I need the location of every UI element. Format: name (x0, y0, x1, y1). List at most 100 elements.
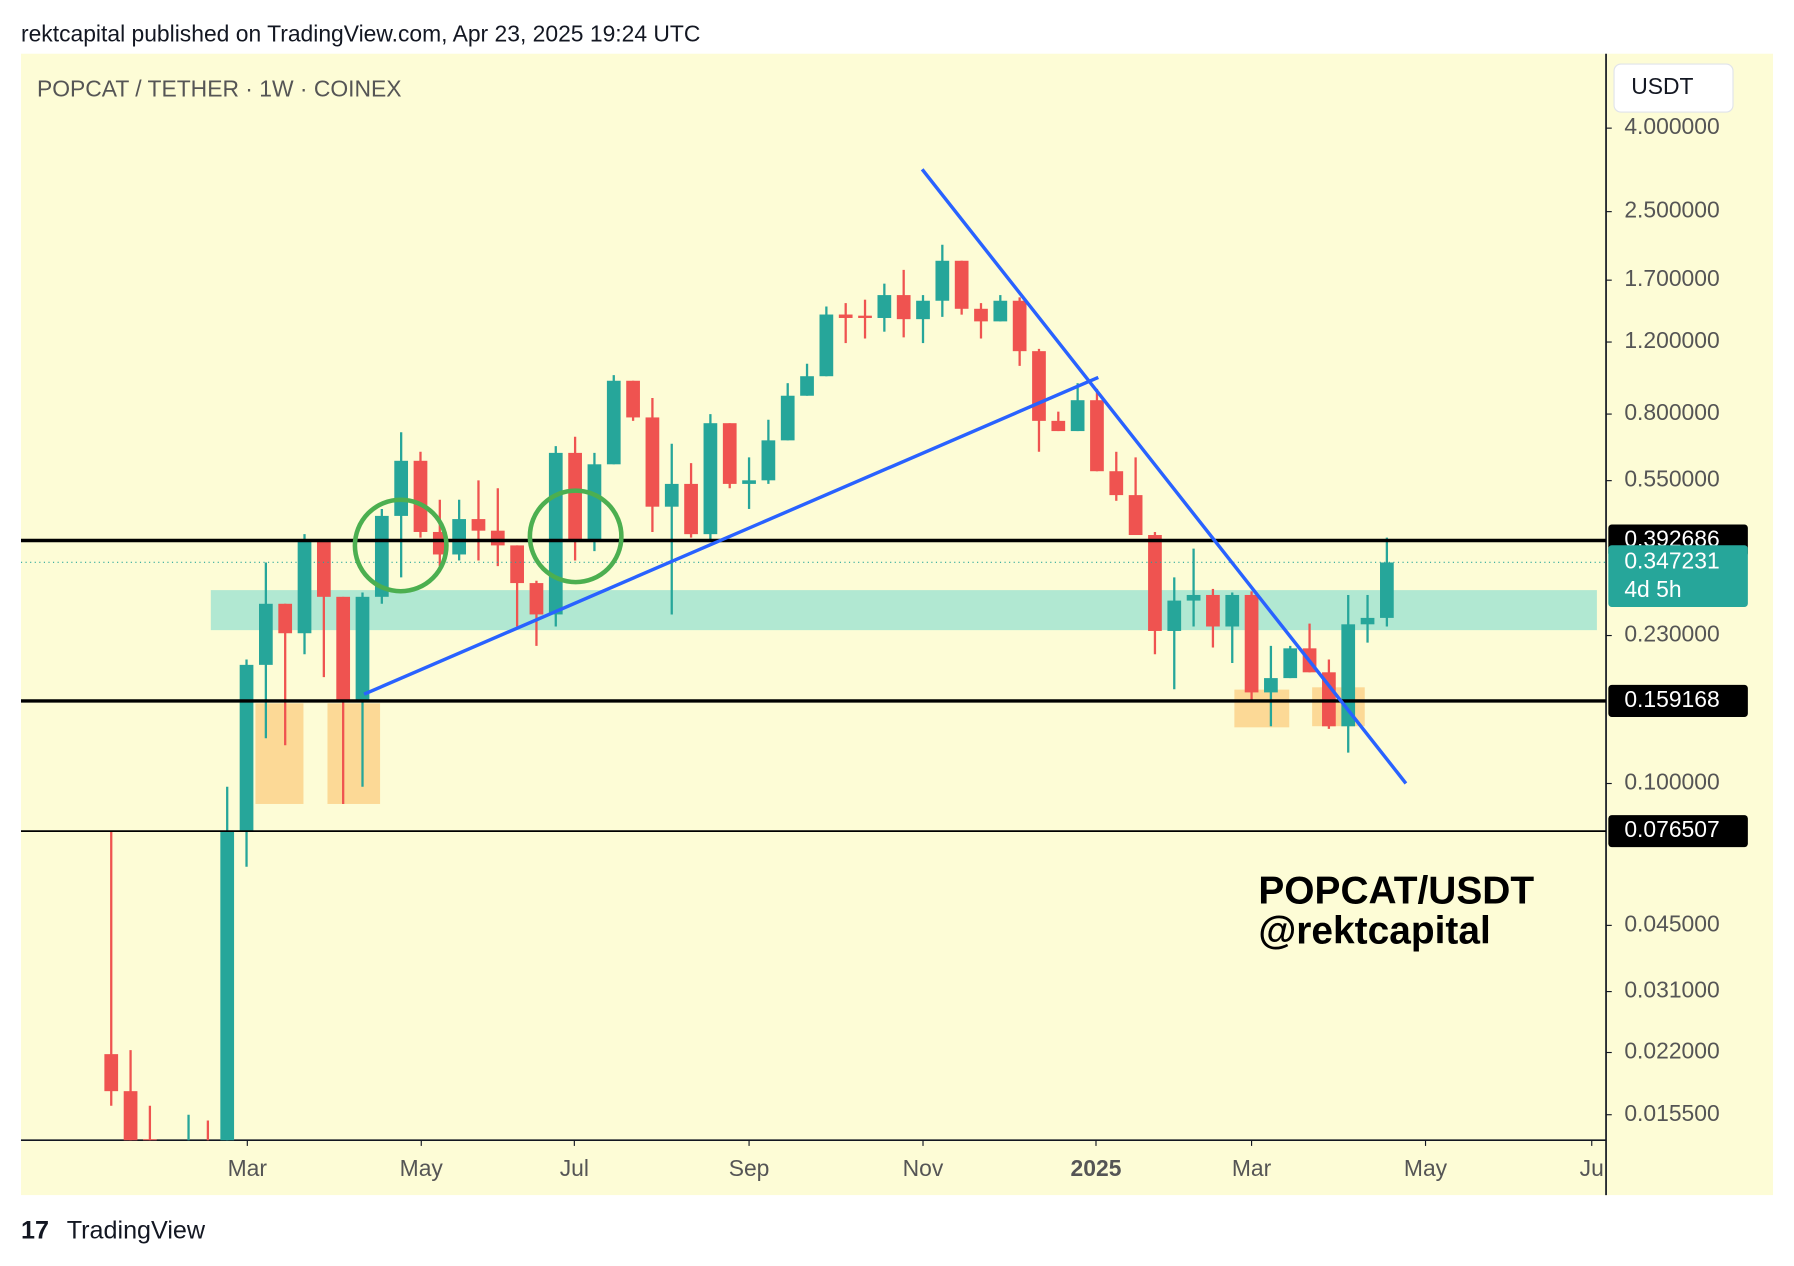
candle-body (703, 423, 718, 535)
candle-body (336, 596, 351, 702)
candle-body (916, 300, 930, 320)
candle-body (1032, 351, 1046, 421)
candle-body (1051, 420, 1066, 432)
y-tick-label: 2.500000 (1624, 197, 1719, 223)
annotation: POPCAT/USDT (1258, 869, 1534, 912)
candle-body (239, 664, 254, 832)
candle-body (123, 1091, 138, 1141)
highlight-circle (527, 488, 624, 585)
candle-body (626, 380, 640, 418)
candle-body (896, 295, 911, 320)
highlight-circle (352, 497, 449, 594)
candle-body (1109, 471, 1124, 496)
currency-button[interactable] (1613, 63, 1734, 113)
candle-body (355, 596, 370, 702)
candle-body (1148, 535, 1162, 631)
candle-body (780, 395, 795, 441)
candle-body (568, 452, 582, 540)
x-tick-label: Sep (729, 1155, 770, 1181)
candle-body (548, 452, 563, 615)
price-tag (1608, 684, 1748, 717)
y-tick-label: 0.550000 (1624, 466, 1719, 492)
candle-body (1167, 600, 1182, 631)
y-tick-label: 0.045000 (1624, 910, 1719, 936)
y-tick-label: 0.100000 (1624, 769, 1719, 795)
trendline (363, 375, 1099, 696)
trendline (920, 168, 1408, 785)
symbol-title: POPCAT / TETHER · 1W · COINEX (37, 75, 402, 101)
candle-body (1283, 648, 1298, 679)
x-tick-label: May (1404, 1155, 1448, 1181)
candle-body (1380, 562, 1394, 618)
orange-zone (1234, 689, 1290, 728)
last-price-label: 0.347231 (1624, 547, 1719, 573)
candle-body (819, 314, 834, 377)
x-tick-label: Jul (560, 1155, 589, 1181)
y-tick-label: 0.800000 (1624, 399, 1719, 425)
candle-body (877, 295, 892, 318)
candle-body (316, 540, 331, 597)
candle-body (471, 519, 486, 531)
y-tick-label: 4.000000 (1624, 113, 1719, 139)
candle-body (452, 519, 467, 555)
candle-body (104, 1054, 119, 1092)
price-tag-label: 0.076507 (1624, 816, 1719, 842)
candle-body (645, 417, 660, 507)
y-tick-label: 0.022000 (1624, 1038, 1719, 1064)
candle-body (1244, 594, 1259, 693)
x-tick-label: Mar (1232, 1155, 1272, 1181)
candle-body (742, 480, 756, 484)
price-tag (1608, 815, 1748, 848)
last-price-tag (1608, 545, 1748, 607)
price-tag-label: 0.159168 (1624, 686, 1719, 712)
candle-body (1360, 617, 1375, 625)
candle-body (278, 603, 293, 634)
candle-body (974, 308, 988, 322)
logo-mark: 17 (21, 1216, 49, 1244)
y-tick-label: 1.700000 (1624, 265, 1719, 291)
candle-body (297, 540, 312, 634)
x-tick-label: 2025 (1071, 1155, 1122, 1181)
candle-body (954, 260, 969, 309)
candle-body (258, 603, 273, 665)
orange-zone (255, 703, 304, 804)
x-tick-label: Mar (228, 1155, 268, 1181)
candle-body (490, 530, 505, 546)
candle-body (529, 583, 544, 615)
candle-body (664, 483, 679, 507)
candle-body (1012, 300, 1027, 352)
candle-body (1264, 678, 1278, 693)
publish-header: rektcapital published on TradingView.com… (21, 20, 700, 46)
candle-body (374, 515, 389, 597)
y-tick-label: 1.200000 (1624, 327, 1719, 353)
candle-body (432, 531, 447, 555)
footer-brand: TradingView (67, 1216, 206, 1244)
candle-body (761, 440, 776, 481)
candle-body (935, 260, 950, 301)
candle-body (684, 483, 698, 535)
countdown-label: 4d 5h (1624, 576, 1681, 602)
annotation: @rektcapital (1258, 909, 1490, 952)
candle-body (1206, 594, 1220, 627)
candle-body (1128, 495, 1143, 536)
candle-body (220, 831, 235, 1141)
candle-body (1090, 400, 1104, 472)
candle-body (858, 315, 872, 318)
candle-body (606, 380, 621, 465)
candle-body (1186, 594, 1201, 601)
candle-body (722, 423, 737, 484)
candle-body (143, 1139, 157, 1141)
candle-body (800, 376, 814, 396)
candle-body (993, 300, 1008, 322)
candle-body (413, 460, 428, 532)
orange-zone (327, 703, 381, 804)
candle-body (394, 460, 409, 516)
currency-label: USDT (1631, 73, 1693, 99)
x-tick-label: Ju (1580, 1155, 1604, 1181)
y-tick-label: 0.031000 (1624, 977, 1719, 1003)
y-tick-label: 0.230000 (1624, 621, 1719, 647)
x-tick-label: Nov (903, 1155, 944, 1181)
candle-body (1070, 400, 1085, 432)
x-tick-label: May (400, 1155, 444, 1181)
